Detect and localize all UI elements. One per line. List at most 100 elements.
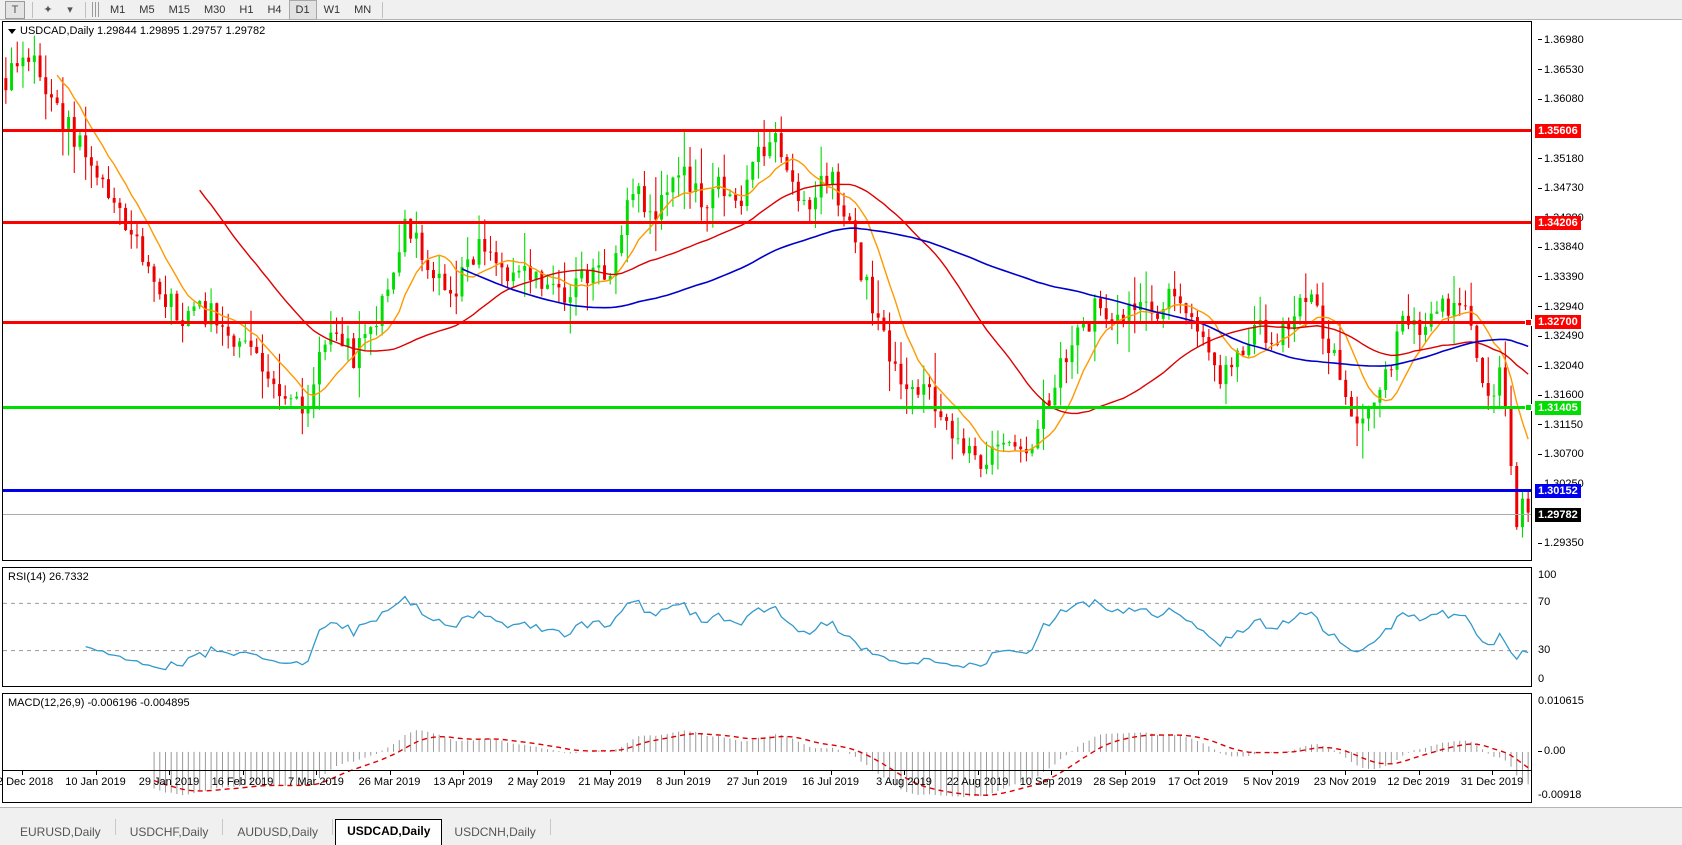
price-tick-label: 1.34730 (1544, 182, 1584, 195)
indicators-icon[interactable]: ✦ (43, 4, 53, 16)
timeframe-h1[interactable]: H1 (239, 3, 254, 16)
toolbar-grip[interactable] (92, 2, 99, 17)
macd-tick-label: -0.00918 (1538, 789, 1582, 801)
price-tick-2: 1.36080 (1538, 93, 1584, 105)
timeframe-w1[interactable]: W1 (323, 3, 341, 16)
rsi-tick-label: 0 (1538, 673, 1545, 685)
level-handle[interactable] (1525, 404, 1532, 412)
price-tick-label: 1.32040 (1544, 359, 1584, 372)
date-tick (1418, 771, 1420, 775)
date-tick (1124, 771, 1126, 775)
date-tick (463, 771, 464, 775)
price-tick-label: 1.33840 (1544, 241, 1584, 254)
date-label-7: 2 May 2019 (507, 776, 566, 788)
macd-tick-2: -0.00918 (1538, 789, 1581, 801)
level-line-resistance-2[interactable] (3, 221, 1531, 225)
price-tick-9: 1.32490 (1538, 330, 1584, 342)
price-tick-13: 1.30700 (1538, 448, 1584, 460)
date-tick (536, 771, 538, 775)
timeframe-m5[interactable]: M5 (139, 3, 155, 16)
rsi-tick-3: 0 (1538, 673, 1544, 685)
price-level-badge-last-price[interactable]: 1.29782 (1535, 507, 1581, 522)
text-tool-icon[interactable]: T (5, 0, 25, 19)
level-handle[interactable] (1525, 318, 1532, 326)
tab-audusd[interactable]: AUDUSD,Daily (237, 825, 319, 839)
price-tick-label: 1.36080 (1544, 93, 1584, 106)
price-level-badge-resistance-3[interactable]: 1.32700 (1535, 315, 1581, 330)
date-tick (389, 771, 391, 775)
date-tick (1271, 771, 1273, 775)
date-tick (830, 771, 832, 775)
tab-usdcnh[interactable]: USDCNH,Daily (454, 825, 536, 839)
rsi-tick-label: 30 (1538, 643, 1551, 656)
price-axis[interactable]: 1.36980 1.36530 1.36080 1.35180 1.34730 1.342… (1532, 21, 1682, 561)
date-label-12: 3 Aug 2019 (876, 776, 932, 788)
rsi-panel[interactable]: RSI(14) 26.7332 (2, 567, 1532, 687)
price-tick-label: 1.36980 (1544, 33, 1584, 46)
macd-tick-label: 0.00 (1544, 744, 1566, 757)
date-tick (169, 771, 170, 775)
timeframe-m30[interactable]: M30 (203, 3, 226, 16)
date-tick (1198, 771, 1199, 775)
date-label-19: 12 Dec 2019 (1387, 776, 1450, 788)
rsi-axis[interactable]: 100 70 30 0 (1532, 567, 1682, 687)
macd-axis[interactable]: 0.010615 0.00 -0.00918 (1532, 693, 1682, 803)
price-level-badge-support-green[interactable]: 1.31405 (1535, 400, 1581, 415)
price-level-badge-resistance-1[interactable]: 1.35606 (1535, 123, 1581, 138)
toolbar-divider-2 (85, 1, 86, 18)
tab-divider-2 (222, 819, 224, 835)
timeframe-mn[interactable]: MN (354, 3, 372, 16)
price-tick-label: 1.31600 (1544, 388, 1584, 401)
price-panel[interactable]: USDCAD,Daily 1.29844 1.29895 1.29757 1.2… (2, 21, 1532, 561)
timeframe-h4[interactable]: H4 (267, 3, 282, 16)
timeframe-m1[interactable]: M1 (110, 3, 126, 16)
tab-usdcad[interactable]: USDCAD,Daily (335, 819, 443, 845)
date-label-14: 10 Sep 2019 (1019, 776, 1083, 788)
level-line-support-green[interactable] (3, 404, 1532, 412)
macd-panel-header: MACD(12,26,9) -0.006196 -0.004895 (8, 697, 190, 709)
collapse-triangle-icon[interactable] (8, 28, 16, 34)
date-label-3: 16 Feb 2019 (211, 776, 274, 788)
level-line-last-price[interactable] (3, 514, 1531, 516)
price-tick-label: 1.29350 (1544, 537, 1584, 550)
chart-tab-bar: EURUSD,Daily USDCHF,Daily AUDUSD,Daily U… (0, 807, 1682, 845)
date-label-0: 22 Dec 2018 (0, 776, 54, 788)
date-tick (1051, 771, 1052, 775)
chart-area[interactable]: USDCAD,Daily 1.29844 1.29895 1.29757 1.2… (0, 21, 1682, 807)
macd-tick-0: 0.010615 (1538, 695, 1584, 707)
price-tick-8: 1.32940 (1538, 301, 1584, 313)
date-tick (683, 771, 685, 775)
rsi-chart-svg (3, 595, 1531, 671)
rsi-plot[interactable] (3, 568, 1531, 686)
date-tick (95, 771, 97, 775)
price-tick-6: 1.33840 (1538, 241, 1584, 253)
price-tick-label: 1.35180 (1544, 152, 1584, 165)
level-line-resistance-1[interactable] (3, 129, 1531, 133)
toolbar-divider (32, 1, 33, 18)
price-tick-label: 1.36530 (1544, 63, 1584, 76)
level-line-support-blue[interactable] (3, 489, 1531, 493)
date-label-16: 17 Oct 2019 (1168, 776, 1228, 788)
rsi-tick-label: 70 (1538, 596, 1551, 609)
timeframe-m15[interactable]: M15 (168, 3, 190, 16)
date-label-6: 13 Apr 2019 (433, 776, 493, 788)
chevron-down-icon[interactable]: ▾ (67, 4, 73, 16)
price-tick-7: 1.33390 (1538, 271, 1584, 283)
price-level-badge-support-blue[interactable]: 1.30152 (1535, 483, 1581, 498)
date-label-10: 27 Jun 2019 (726, 776, 788, 788)
level-line-resistance-3[interactable] (3, 318, 1532, 326)
date-tick (977, 771, 979, 775)
date-label-9: 8 Jun 2019 (656, 776, 711, 788)
rsi-tick-0: 100 (1538, 569, 1556, 581)
price-tick-label: 1.33390 (1544, 270, 1584, 283)
timeframe-d1[interactable]: D1 (288, 0, 317, 20)
date-axis[interactable]: 22 Dec 2018 10 Jan 2019 29 Jan 2019 16 Feb … (0, 770, 1532, 807)
date-tick (1345, 771, 1346, 775)
tab-usdchf[interactable]: USDCHF,Daily (129, 825, 209, 839)
tab-eurusd[interactable]: EURUSD,Daily (20, 825, 101, 839)
price-plot[interactable] (3, 22, 1531, 560)
date-label-13: 22 Aug 2019 (946, 776, 1009, 788)
price-level-badge-resistance-2[interactable]: 1.34206 (1535, 215, 1581, 230)
date-label-1: 10 Jan 2019 (65, 776, 126, 788)
